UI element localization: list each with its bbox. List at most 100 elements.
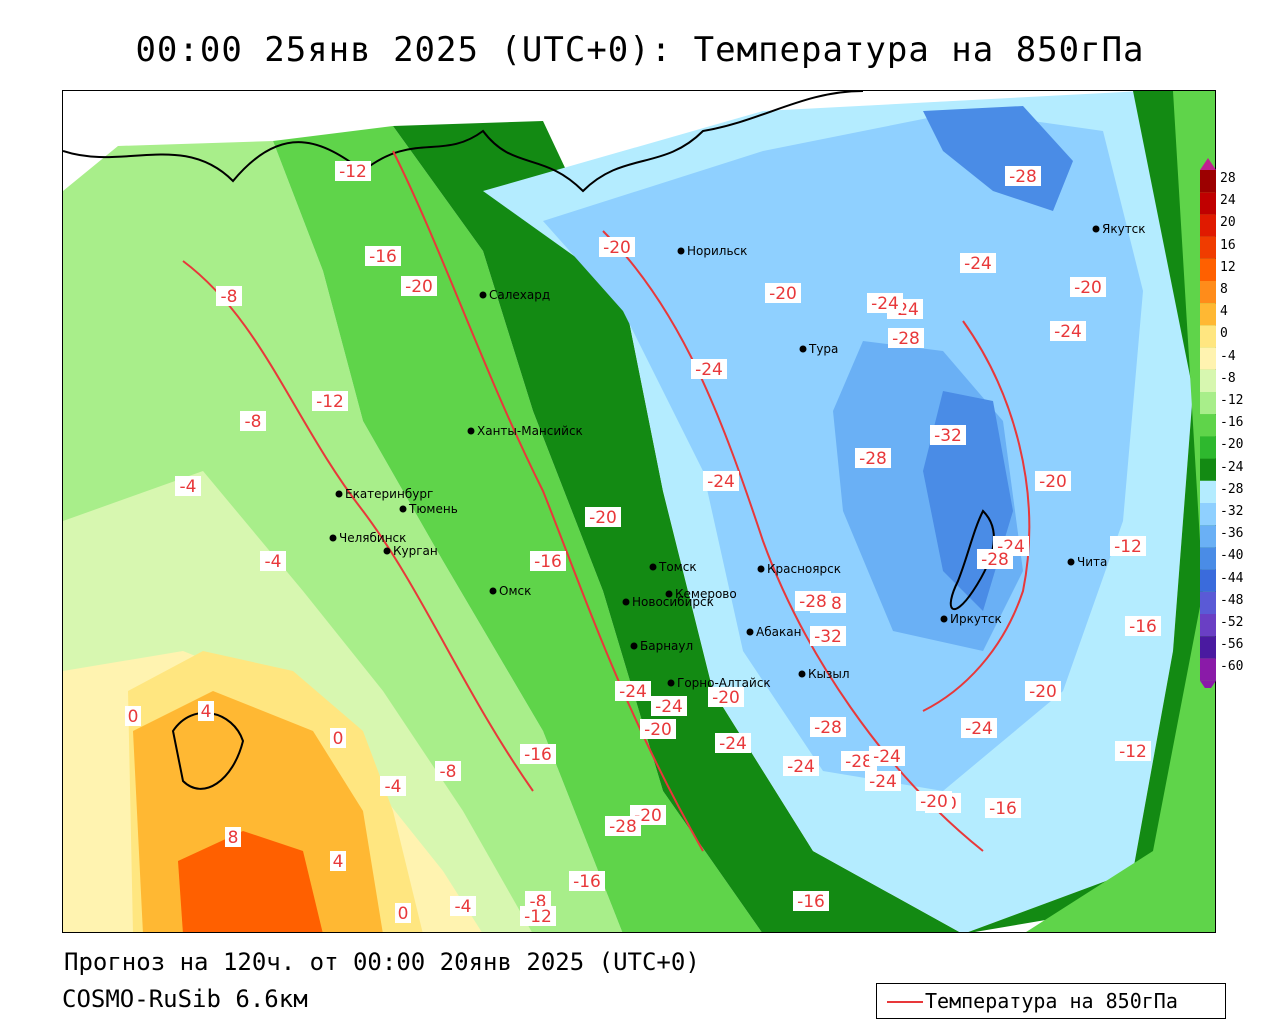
color-scale-label: -52 [1220,615,1244,630]
isotherm-label: -24 [783,756,819,777]
city-marker: Абакан [746,625,801,639]
city-label: Новосибирск [632,595,714,609]
svg-text:-20: -20 [405,277,433,297]
svg-text:-28: -28 [981,550,1009,570]
city-marker: Салехард [479,288,550,302]
svg-text:-20: -20 [644,720,672,740]
svg-text:-24: -24 [873,747,901,767]
city-marker: Горно-Алтайск [667,676,771,690]
zone-minus12 [273,126,762,932]
svg-text:-28: -28 [1009,167,1037,187]
color-scale-label: 12 [1220,259,1236,275]
svg-text:-24: -24 [1054,322,1082,342]
city-label: Ханты-Мансийск [477,424,583,438]
isotherm-label: -24 [715,733,751,754]
color-scale-label: 20 [1220,215,1236,231]
isotherm-label: -12 [335,161,371,182]
color-scale: 28 24 20 16 12 8 4 0 -4 -8 -12 -16 -20 -24 -28 -32 -36 -4… [1198,158,1270,688]
city-label: Тюмень [408,502,458,516]
isotherm-label: -28 [795,591,831,612]
city-marker: Иркутск [940,612,1002,626]
svg-text:-16: -16 [797,892,825,912]
isotherm-label: 4 [330,851,346,872]
svg-text:-24: -24 [965,719,993,739]
isotherm-label: -28 [888,328,924,349]
isotherm-contour [602,230,984,852]
isotherm-label: -4 [175,476,201,497]
color-scale-label: -48 [1220,592,1244,608]
city-dot [399,505,407,513]
color-scale-label: 8 [1220,282,1228,297]
color-scale-label: -56 [1220,637,1244,653]
map-title: 00:00 25янв 2025 (UTC+0): Температура на… [135,30,1145,70]
svg-text:0: 0 [128,707,139,727]
svg-text:-20: -20 [634,806,662,826]
isotherm-labels: -12-16-20-8-12-8-4-4-20-20-24-28-24-20-2… [125,161,1161,927]
city-marker: Томск [649,560,697,574]
isotherm-label: -24 [867,293,903,314]
isotherm-label: -16 [569,871,605,892]
isotherm-label: -32 [810,626,846,647]
city-marker: Красноярск [757,562,841,576]
city-dot [630,642,638,650]
svg-text:-28: -28 [609,817,637,837]
city-marker: Тюмень [399,502,458,516]
city-label: Омск [499,584,531,598]
city-dot [798,670,806,678]
svg-text:-24: -24 [964,254,992,274]
city-label: Иркутск [950,612,1002,626]
color-scale-label: -44 [1220,570,1244,586]
isotherm-label: -20 [1035,471,1071,492]
svg-text:-12: -12 [1119,742,1147,762]
city-label: Кемерово [675,587,737,601]
svg-text:-8: -8 [245,412,262,432]
temperature-map: -12 -16 -20 -8 -12 -8 -4 -4 -20 -20 -24 -28 -24 -20 -2… [62,90,1216,933]
model-name: COSMO-RuSib 6.6км [62,985,308,1013]
svg-text:-4: -4 [455,897,472,917]
svg-text:-12: -12 [339,162,367,182]
isotherm-label: -24 [865,771,901,792]
city-dot [1067,558,1075,566]
city-marker: Екатеринбург [335,487,433,501]
city-marker: Кемерово [665,587,737,601]
isotherm-label: -20 [640,719,676,740]
color-scale-label: 16 [1220,237,1236,253]
isotherm-label: -20 [708,687,744,708]
city-marker: Новосибирск [622,595,714,609]
isotherm-label: 0 [330,728,346,749]
color-scale-label: 24 [1220,193,1236,209]
city-marker: Норильск [677,244,747,258]
isotherm-label: -20 [599,237,635,258]
city-label: Горно-Алтайск [677,676,771,690]
city-label: Якутск [1102,222,1146,236]
svg-text:4: 4 [201,702,212,722]
svg-text:-28: -28 [845,752,873,772]
city-marker: Якутск [1092,222,1146,236]
color-scale-label: -16 [1220,415,1244,431]
isotherm-label: -20 [1025,681,1061,702]
svg-text:-12: -12 [316,392,344,412]
city-dot [799,345,807,353]
color-scale-label: -4 [1220,348,1236,364]
city-label: Челябинск [339,531,406,545]
city-markers: Норильск Якутск Салехард Тура Ханты-Мансийск… [329,222,1146,690]
city-marker: Челябинск [329,531,406,545]
isotherm-label: -20 [916,791,952,812]
zone-minus16 [393,121,960,932]
isotherm-label: -12 [1115,741,1151,762]
city-marker: Чита [1067,555,1107,569]
isotherm-label: -4 [380,776,406,797]
zone-east-light [1026,91,1215,932]
isotherm-label: -8 [240,411,266,432]
svg-text:-24: -24 [719,734,747,754]
city-dot [335,490,343,498]
isotherm-label: -24 [1050,321,1086,342]
color-scale-label: -12 [1220,393,1244,408]
legend: Температура на 850гПа [876,983,1226,1019]
svg-text:-24: -24 [619,682,647,702]
color-scale-label: 28 [1220,171,1236,186]
isotherm-label: -28 [977,549,1013,570]
city-label: Кызыл [808,667,850,681]
city-label: Чита [1077,555,1107,569]
city-marker: Омск [489,584,531,598]
